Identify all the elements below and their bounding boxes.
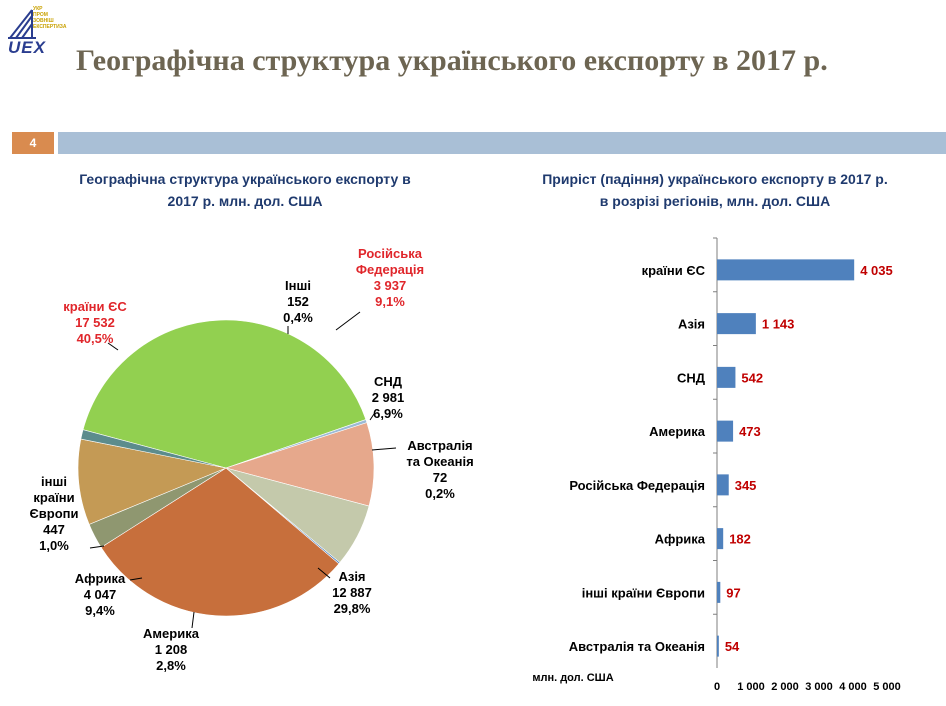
logo-subtitle: УКР ПРОМ ЗОВНІШ ЕКСПЕРТИЗА <box>33 6 67 30</box>
bar-category-label: інші країни Європи <box>582 585 705 600</box>
pie-label-value: 3 937 <box>373 278 407 293</box>
pie-label-percent: 6,9% <box>373 406 403 421</box>
pie-slice <box>77 438 228 525</box>
pie-label-value: 12 887 <box>332 585 372 600</box>
pie-leader-line <box>369 413 375 421</box>
page-title: Географічна структура українського експо… <box>76 44 828 77</box>
pie-leader-line <box>317 567 331 579</box>
pie-label-value: 152 <box>287 294 309 309</box>
bar-value-label: 542 <box>741 370 763 385</box>
pie-leader-line <box>129 577 143 581</box>
pie-label-percent: 0,2% <box>425 486 455 501</box>
x-tick-label: 5 000 <box>873 681 901 693</box>
pie-label-name: Азія <box>338 569 366 584</box>
pie-chart-title: Географічна структура українського експо… <box>20 168 470 212</box>
bar-value-label: 473 <box>739 424 761 439</box>
x-tick-label: 0 <box>714 681 720 693</box>
pie-label-value: 72 <box>432 470 448 485</box>
bar <box>717 313 756 335</box>
bar <box>717 420 734 442</box>
pie-leader-line <box>335 311 361 331</box>
pie-slice <box>100 467 340 617</box>
pie-label-name: Інші <box>285 278 311 293</box>
logo-sub-line: ЗОВНІШ <box>33 18 54 24</box>
pie-label-cis: СНД 2 981 6,9% <box>360 374 416 422</box>
pie-label-value: 447 <box>43 522 65 537</box>
bar <box>717 581 721 603</box>
bar-value-label: 1 143 <box>762 317 795 332</box>
bar <box>717 366 736 388</box>
pie-label-percent: 9,4% <box>85 603 115 618</box>
bar-category-label: Америка <box>649 424 706 439</box>
pie-label-name: Америка <box>143 626 199 641</box>
logo-text: UEX <box>8 38 46 57</box>
pie-slice <box>82 319 367 469</box>
bar-value-label: 54 <box>725 639 740 654</box>
bar-title-line: Приріст (падіння) українського експорту … <box>542 171 888 187</box>
bar-value-label: 345 <box>735 478 757 493</box>
pie-label-russia: Російська Федерація 3 937 9,1% <box>340 246 440 310</box>
pie-label-asia: Азія 12 887 29,8% <box>312 569 392 617</box>
bar-category-label: Азія <box>678 317 705 332</box>
bar <box>717 474 729 496</box>
pie-label-other: Інші 152 0,4% <box>270 278 326 326</box>
pie-label-other-europe: інші країни Європи 447 1,0% <box>14 474 94 554</box>
pie-label-name: країни ЄС <box>63 299 127 314</box>
pie-label-value: 2 981 <box>371 390 405 405</box>
pie-label-australia: Австралія та Океанія 72 0,2% <box>392 438 488 502</box>
header-band <box>58 132 946 154</box>
x-axis-label: млн. дол. США <box>532 672 613 684</box>
logo-sub-line: ПРОМ <box>33 12 48 18</box>
pie-slice <box>80 429 227 469</box>
pie-title-line: 2017 р. млн. дол. США <box>167 193 323 209</box>
pie-label-africa: Африка 4 047 9,4% <box>62 571 138 619</box>
x-tick-label: 4 000 <box>839 681 867 693</box>
bar-value-label: 4 035 <box>860 263 893 278</box>
pie-label-name: СНД <box>373 374 403 389</box>
pie-leader-line <box>371 447 397 451</box>
bar-category-label: Африка <box>655 532 706 547</box>
pie-label-value: 17 532 <box>75 315 115 330</box>
pie-label-percent: 29,8% <box>333 601 371 616</box>
logo-sub-line: УКР <box>33 6 43 12</box>
pie-label-eu: країни ЄС 17 532 40,5% <box>40 299 150 347</box>
bar-value-label: 97 <box>726 585 740 600</box>
bar-category-label: Російська Федерація <box>569 478 705 493</box>
bar-category-label: країни ЄС <box>642 263 706 278</box>
pie-label-america: Америка 1 208 2,8% <box>128 626 214 674</box>
pie-label-value: 4 047 <box>83 587 117 602</box>
logo-sub-line: ЕКСПЕРТИЗА <box>33 24 67 30</box>
bar <box>717 259 855 281</box>
bar-title-line: в розрізі регіонів, млн. дол. США <box>599 193 831 209</box>
bar <box>717 635 719 657</box>
pie-label-percent: 40,5% <box>76 331 114 346</box>
x-tick-label: 3 000 <box>805 681 833 693</box>
bar-value-label: 182 <box>729 532 751 547</box>
bar-category-label: СНД <box>677 370 706 385</box>
pie-leader-line <box>191 611 195 629</box>
pie-label-percent: 0,4% <box>283 310 313 325</box>
pie-slice <box>224 422 375 507</box>
bar <box>717 528 724 550</box>
x-tick-label: 1 000 <box>737 681 765 693</box>
pie-leader-line <box>89 545 105 549</box>
pie-label-name: Африка <box>74 571 126 586</box>
pie-label-value: 1 208 <box>154 642 188 657</box>
pie-label-percent: 9,1% <box>375 294 405 309</box>
x-tick-label: 2 000 <box>771 681 799 693</box>
uex-logo-icon <box>8 9 36 39</box>
pie-label-percent: 2,8% <box>156 658 186 673</box>
bar-category-label: Австралія та Океанія <box>569 639 705 654</box>
pie-leader-line <box>107 342 119 351</box>
slide-number: 4 <box>12 132 54 154</box>
pie-title-line: Географічна структура українського експо… <box>79 171 411 187</box>
bar-chart-title: Приріст (падіння) українського експорту … <box>490 168 940 212</box>
pie-label-percent: 1,0% <box>39 538 69 553</box>
